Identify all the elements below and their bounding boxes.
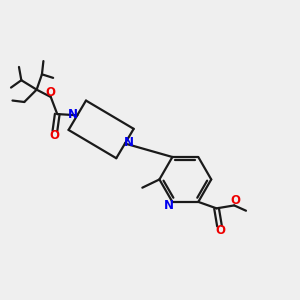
Text: N: N xyxy=(164,199,173,212)
Text: N: N xyxy=(124,136,134,149)
Text: O: O xyxy=(230,194,240,207)
Text: N: N xyxy=(68,108,78,121)
Text: O: O xyxy=(49,129,59,142)
Text: O: O xyxy=(45,86,55,99)
Text: O: O xyxy=(215,224,225,237)
